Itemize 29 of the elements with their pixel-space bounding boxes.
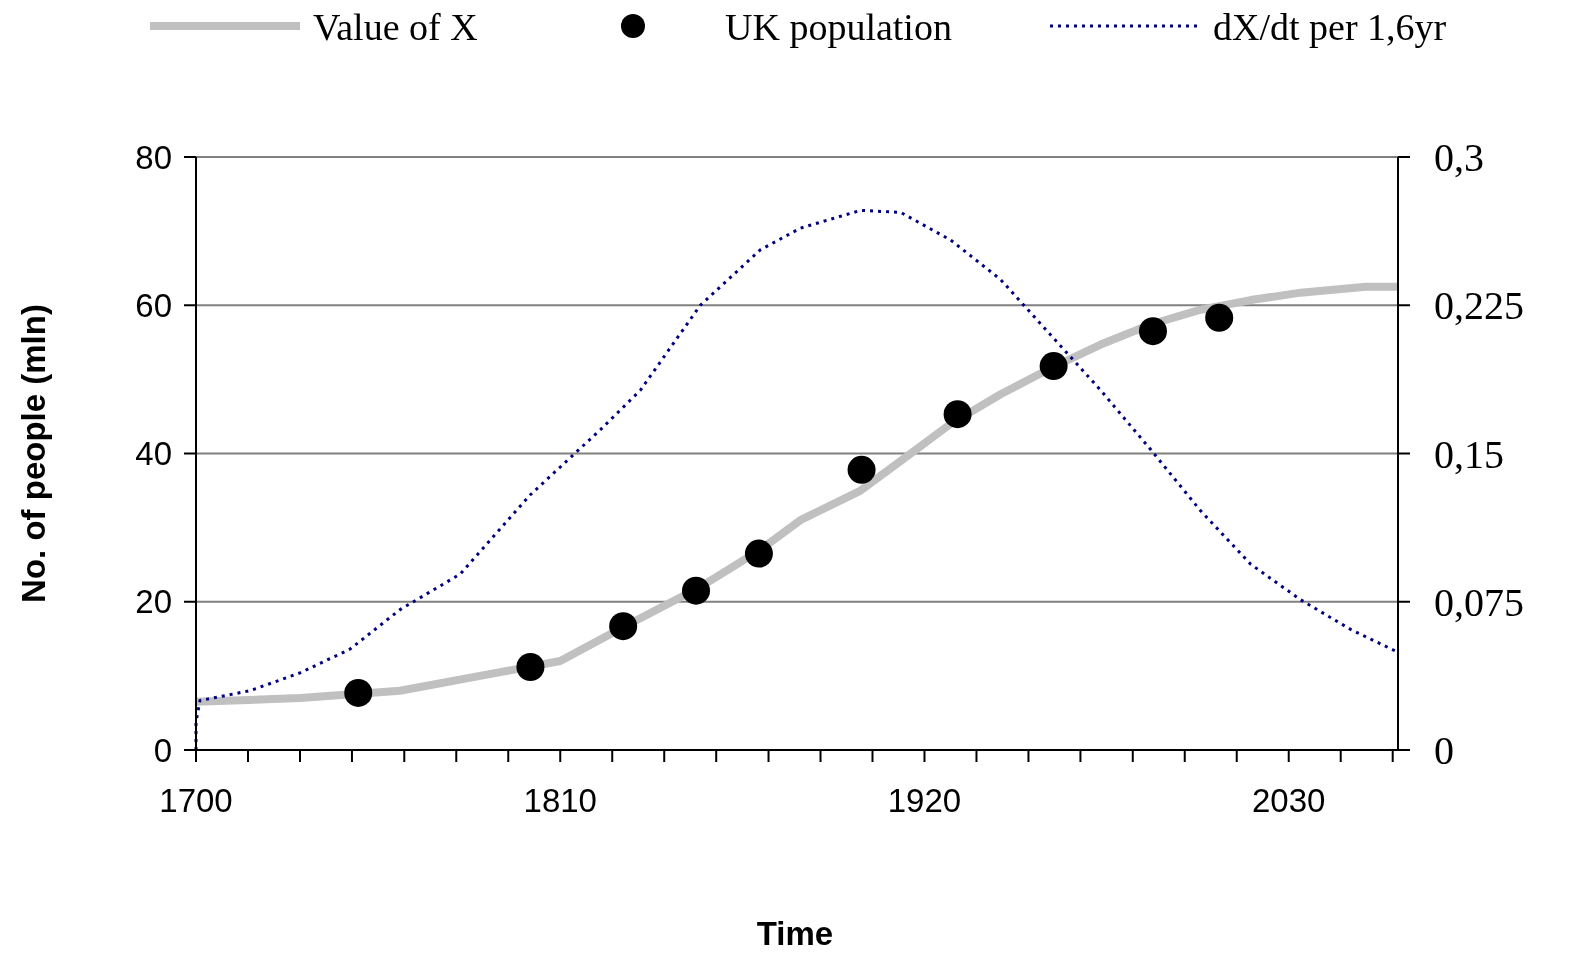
y2-tick-label: 0,3 [1434, 135, 1484, 180]
point [682, 576, 711, 605]
y-tick-label: 0 [153, 731, 172, 769]
y-tick-label: 20 [135, 583, 172, 621]
y-tick-label: 40 [135, 435, 172, 473]
legend-label: dX/dt per 1,6yr [1213, 6, 1447, 48]
y2-tick-label: 0 [1434, 728, 1454, 773]
y-tick-label: 80 [135, 138, 172, 176]
legend-label: UK population [725, 6, 952, 48]
point [516, 652, 545, 681]
y2-tick-label: 0,075 [1434, 579, 1524, 625]
y2-tick-label: 0,15 [1434, 431, 1504, 477]
x-tick-label: 2030 [1252, 782, 1326, 819]
x-tick-label: 1920 [887, 782, 962, 819]
legend-label: Value of X [313, 6, 478, 48]
y-tick-label: 60 [135, 286, 172, 324]
point [1205, 303, 1234, 332]
point [943, 400, 972, 429]
point [344, 678, 373, 707]
x-tick-label: 1810 [523, 782, 597, 819]
point [1138, 317, 1167, 346]
y2-tick-label: 0,225 [1434, 283, 1524, 329]
x-axis-title: Time [756, 915, 834, 952]
point [847, 455, 876, 484]
point [744, 539, 773, 568]
y-axis-title: No. of people (mln) [15, 304, 52, 603]
point [609, 612, 638, 641]
x-tick-label: 1700 [159, 782, 233, 819]
point [1039, 352, 1068, 381]
